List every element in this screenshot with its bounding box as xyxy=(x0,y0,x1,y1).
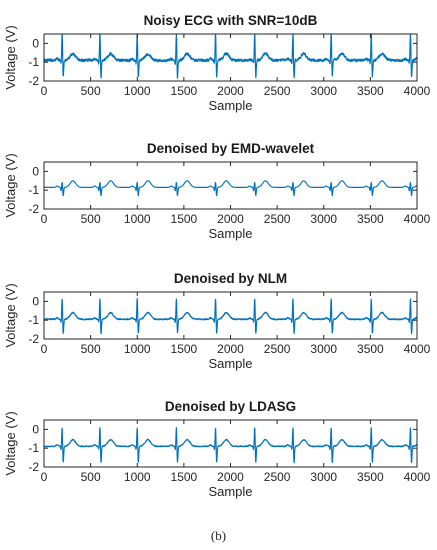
y-tick-label: -2 xyxy=(28,332,39,346)
x-tick-label: 0 xyxy=(41,470,48,484)
ecg-panel-4: Denoised by LDASG 0 500 1000 1500 2000 2500 300… xyxy=(3,399,431,499)
x-tick-label: 3000 xyxy=(310,342,337,356)
x-tick-label: 1000 xyxy=(124,84,151,98)
y-axis-label: Voltage (V) xyxy=(3,153,18,217)
y-tick-label: -1 xyxy=(28,313,39,327)
y-axis-label: Voltage (V) xyxy=(3,25,18,89)
x-tick-label: 2500 xyxy=(264,84,291,98)
x-tick-label: 2500 xyxy=(264,470,291,484)
x-tick-label: 2500 xyxy=(264,342,291,356)
x-axis-label: Sample xyxy=(208,226,252,241)
x-tick-label: 500 xyxy=(81,84,101,98)
y-tick-label: -2 xyxy=(28,202,39,216)
x-tick-label: 3500 xyxy=(357,84,384,98)
x-tick-label: 1500 xyxy=(171,212,198,226)
x-tick-label: 1000 xyxy=(124,342,151,356)
x-tick-label: 1500 xyxy=(171,470,198,484)
x-tick-label: 3500 xyxy=(357,212,384,226)
y-tick-label: -2 xyxy=(28,460,39,474)
figure-caption: (b) xyxy=(210,528,227,543)
x-tick-label: 1500 xyxy=(171,342,198,356)
y-axis-label: Voltage (V) xyxy=(3,411,18,475)
panel-title: Denoised by LDASG xyxy=(165,399,296,414)
x-tick-label: 2500 xyxy=(264,212,291,226)
x-tick-label: 3000 xyxy=(310,84,337,98)
y-tick-label: -1 xyxy=(28,183,39,197)
x-tick-label: 4000 xyxy=(404,212,431,226)
x-axis-label: Sample xyxy=(208,484,252,499)
x-tick-label: 1000 xyxy=(124,470,151,484)
x-tick-label: 0 xyxy=(41,212,48,226)
x-tick-label: 500 xyxy=(81,470,101,484)
y-tick-label: 0 xyxy=(32,422,39,436)
y-tick-label: 0 xyxy=(32,164,39,178)
x-tick-label: 4000 xyxy=(404,84,431,98)
x-tick-label: 2000 xyxy=(217,342,244,356)
x-axis-label: Sample xyxy=(208,356,252,371)
y-tick-label: -2 xyxy=(28,74,39,88)
panel-title: Denoised by EMD-wavelet xyxy=(147,141,315,156)
x-tick-label: 3000 xyxy=(310,212,337,226)
x-tick-label: 4000 xyxy=(404,470,431,484)
signal-line xyxy=(44,34,417,79)
y-tick-label: 0 xyxy=(32,294,39,308)
x-tick-label: 1000 xyxy=(124,212,151,226)
panel-title: Denoised by NLM xyxy=(174,271,287,286)
signal-line xyxy=(44,297,417,335)
x-tick-label: 2000 xyxy=(217,212,244,226)
ecg-panel-3: Denoised by NLM 0 500 1000 1500 2000 2500 3000 3… xyxy=(3,271,431,371)
figure-canvas: Noisy ECG with SNR=10dB 0 500 1000 1500 2000 2… xyxy=(3,13,431,499)
x-tick-label: 1500 xyxy=(171,84,198,98)
x-tick-label: 0 xyxy=(41,342,48,356)
x-tick-label: 4000 xyxy=(404,342,431,356)
ecg-panel-1: Noisy ECG with SNR=10dB 0 500 1000 1500 2000 2… xyxy=(3,13,431,113)
signal-line xyxy=(44,180,417,197)
x-axis-label: Sample xyxy=(208,98,252,113)
x-tick-label: 3000 xyxy=(310,470,337,484)
x-tick-label: 500 xyxy=(81,342,101,356)
y-axis-label: Voltage (V) xyxy=(3,283,18,347)
x-tick-label: 3500 xyxy=(357,342,384,356)
y-tick-label: -1 xyxy=(28,441,39,455)
y-tick-label: -1 xyxy=(28,55,39,69)
x-tick-label: 3500 xyxy=(357,470,384,484)
x-tick-label: 500 xyxy=(81,212,101,226)
signal-line xyxy=(44,427,417,464)
ecg-panel-2: Denoised by EMD-wavelet 0 500 1000 1500 2000 2… xyxy=(3,141,431,241)
x-tick-label: 0 xyxy=(41,84,48,98)
y-tick-label: 0 xyxy=(32,36,39,50)
x-tick-label: 2000 xyxy=(217,84,244,98)
x-tick-label: 2000 xyxy=(217,470,244,484)
panel-title: Noisy ECG with SNR=10dB xyxy=(144,13,318,28)
